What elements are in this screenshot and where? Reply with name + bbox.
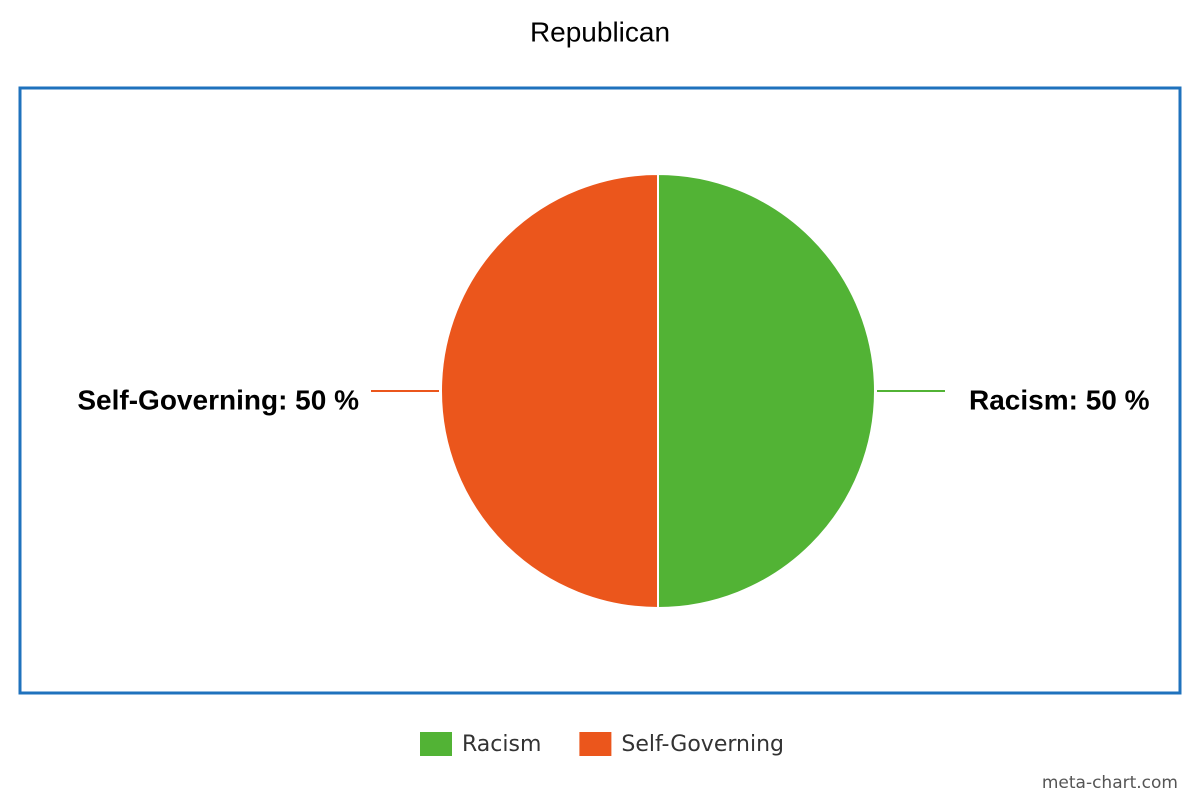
chart-title: Republican xyxy=(530,16,670,47)
plot-frame xyxy=(18,86,1182,695)
data-label: Self-Governing: 50 % xyxy=(77,384,359,415)
legend-label: Racism xyxy=(462,732,541,757)
pie-slice xyxy=(657,172,876,610)
legend-swatch xyxy=(420,732,452,756)
pie-slice xyxy=(440,172,659,610)
legend-label: Self-Governing xyxy=(621,732,784,757)
data-label: Racism: 50 % xyxy=(969,384,1150,415)
legend-swatch xyxy=(579,732,612,756)
source-credit: meta-chart.com xyxy=(1042,773,1178,793)
